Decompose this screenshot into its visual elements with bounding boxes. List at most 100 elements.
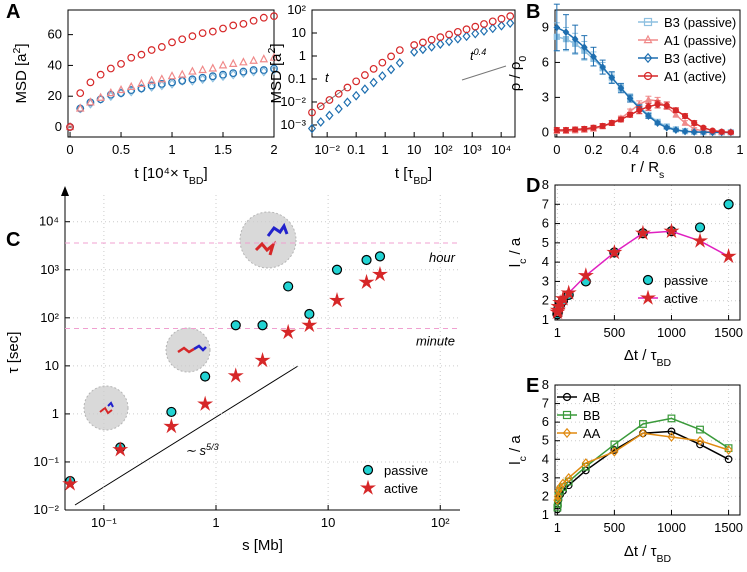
legend-label: active <box>384 481 418 496</box>
marker <box>418 44 427 55</box>
x-axis-label: Δt / τBD <box>624 543 672 565</box>
x-tick-label: 1500 <box>714 325 743 340</box>
marker <box>506 18 515 29</box>
marker <box>208 72 217 81</box>
marker <box>112 441 129 457</box>
reference-label: minute <box>416 333 455 348</box>
marker <box>480 20 488 28</box>
marker <box>65 121 75 131</box>
x-axis-label: r / Rs <box>631 159 665 181</box>
marker <box>116 84 126 94</box>
panel-letter: D <box>526 175 540 197</box>
y-tick-label: 10⁻³ <box>280 117 306 132</box>
marker <box>645 103 652 110</box>
y-tick-label: 20 <box>48 88 62 103</box>
legend-label: passive <box>384 463 428 478</box>
x-axis-label-part: t [τ <box>395 165 414 182</box>
marker <box>564 472 573 483</box>
marker <box>127 86 136 94</box>
marker <box>610 446 619 457</box>
marker <box>229 69 238 80</box>
plot-frame <box>311 9 516 138</box>
marker <box>369 64 378 73</box>
marker <box>178 76 187 85</box>
marker <box>694 222 706 233</box>
marker <box>599 63 606 72</box>
marker <box>218 60 228 69</box>
y-tick-label: 6 <box>542 216 549 231</box>
marker <box>626 94 634 103</box>
y-tick-label: 0 <box>55 119 62 134</box>
y-axis-label-part: ρ / ρ <box>507 62 524 92</box>
marker <box>462 25 471 34</box>
y-axis-label: lc / a <box>507 237 529 267</box>
x-tick-label: 1.5 <box>214 142 232 157</box>
marker <box>554 485 563 496</box>
x-tick-label: 10³ <box>463 142 482 157</box>
y-axis-label-part: ] <box>13 43 30 47</box>
marker <box>488 17 497 26</box>
plot-frame <box>554 184 741 321</box>
marker <box>672 107 679 114</box>
marker <box>358 273 375 290</box>
marker <box>200 371 211 382</box>
marker <box>307 123 317 134</box>
marker <box>334 89 343 98</box>
marker <box>147 81 156 90</box>
marker <box>727 129 734 136</box>
y-axis-label-part: / a <box>507 435 524 457</box>
marker <box>562 410 572 420</box>
marker <box>371 266 388 282</box>
x-axis-label-part: ] <box>428 165 432 182</box>
marker <box>626 111 634 118</box>
annotation-part: 0.4 <box>474 47 487 57</box>
marker <box>692 232 709 248</box>
marker <box>117 59 125 68</box>
marker <box>672 110 680 118</box>
y-axis-label: MSD [a2] <box>11 43 30 103</box>
marker <box>606 244 623 260</box>
y-tick-label: 8 <box>542 177 549 192</box>
y-tick-label: 10 <box>292 25 306 40</box>
x-tick-label: 0.2 <box>584 142 602 157</box>
marker <box>329 292 346 308</box>
panel-letter: E <box>526 375 539 397</box>
x-tick-label: 0.6 <box>658 142 676 157</box>
marker <box>106 88 116 97</box>
y-tick-label: 2 <box>542 488 549 503</box>
marker <box>462 31 471 42</box>
marker <box>343 83 352 92</box>
marker <box>301 316 318 333</box>
marker <box>126 81 136 91</box>
x-tick-label: 1 <box>554 520 561 535</box>
marker <box>106 64 115 73</box>
y-tick-label: 10² <box>40 310 59 325</box>
y-tick-label: 9 <box>542 19 549 34</box>
marker <box>374 251 386 262</box>
marker <box>378 71 387 81</box>
marker <box>259 66 268 74</box>
marker <box>116 88 126 99</box>
legend-label: A1 (active) <box>664 69 726 84</box>
marker <box>572 126 579 133</box>
y-tick-label: 4 <box>542 254 549 269</box>
x-tick-label: 0 <box>553 142 560 157</box>
marker <box>316 117 325 127</box>
marker <box>259 54 269 63</box>
marker <box>76 103 85 114</box>
marker <box>259 13 268 22</box>
y-tick-label: 3 <box>542 470 549 485</box>
marker <box>642 274 654 286</box>
y-axis-label-part: 2 <box>11 48 23 54</box>
marker <box>331 264 343 275</box>
marker <box>106 91 115 102</box>
x-tick-label: 0.8 <box>694 142 712 157</box>
chromatin-blob-3 <box>239 211 297 269</box>
marker <box>239 57 248 66</box>
annotation: t0.4 <box>470 47 486 63</box>
y-axis-label-part: 0 <box>517 56 529 62</box>
legend-label: active <box>664 291 698 306</box>
marker <box>488 23 497 34</box>
x-tick-label: 0 <box>66 142 73 157</box>
marker <box>239 19 248 28</box>
